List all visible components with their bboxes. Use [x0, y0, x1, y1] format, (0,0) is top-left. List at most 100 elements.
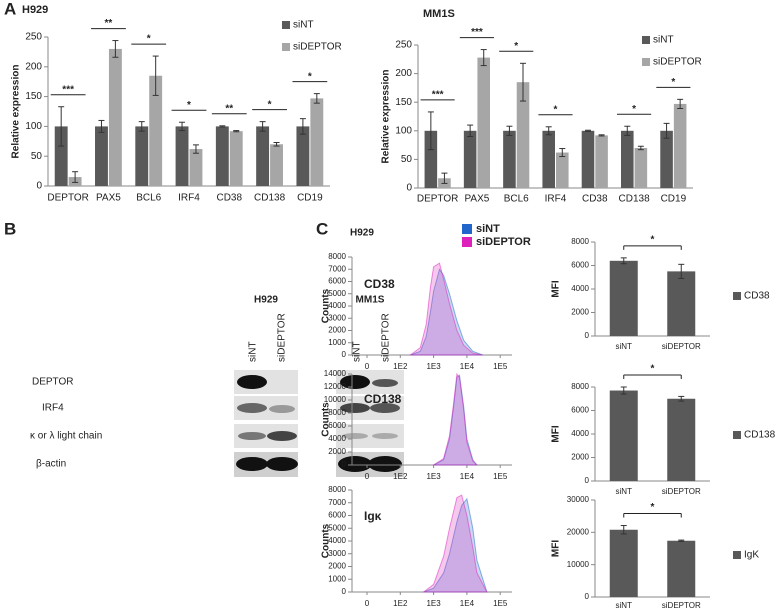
- bar: [256, 126, 270, 186]
- significance-label: *: [514, 41, 518, 52]
- y-tick-label: 50: [31, 151, 43, 162]
- y-tick-label: 7000: [328, 498, 346, 507]
- x-tick-label: siNT: [616, 487, 633, 496]
- bar: [667, 398, 696, 481]
- bar: [595, 135, 608, 188]
- chart-title: CD138: [364, 392, 402, 406]
- bar: [516, 82, 530, 188]
- x-tick-label: CD138: [619, 194, 651, 205]
- y-tick-label: 4000: [571, 284, 589, 293]
- x-tick-label: BCL6: [504, 194, 529, 205]
- y-tick-label: 3000: [328, 313, 346, 322]
- x-tick-label: PAX5: [96, 193, 121, 204]
- y-axis-label: MFI: [551, 280, 562, 297]
- y-tick-label: 0: [342, 587, 347, 596]
- legend-swatch: [642, 36, 650, 44]
- chart-title: CD38: [364, 277, 395, 291]
- x-tick-label: 1E2: [393, 599, 408, 608]
- legend-swatch: [282, 21, 290, 29]
- x-tick-label: CD38: [582, 194, 608, 205]
- legend-swatch: [282, 43, 290, 51]
- bar: [477, 57, 491, 188]
- y-tick-label: 100: [395, 125, 412, 136]
- legend-label: CD138: [744, 430, 776, 441]
- y-axis-label: Counts: [321, 523, 332, 558]
- x-tick-label: CD19: [297, 193, 323, 204]
- y-tick-label: 12000: [324, 382, 347, 391]
- bar: [424, 130, 438, 188]
- y-tick-label: 20000: [567, 527, 590, 536]
- y-tick-label: 50: [401, 154, 413, 165]
- significance-label: *: [651, 364, 655, 375]
- y-tick-label: 8000: [328, 252, 346, 261]
- y-axis-label: Counts: [321, 288, 332, 323]
- bar: [189, 149, 203, 186]
- legend-label: CD38: [744, 291, 770, 302]
- y-tick-label: 2000: [571, 308, 589, 317]
- y-tick-label: 200: [25, 61, 42, 72]
- significance-label: *: [147, 34, 151, 45]
- y-tick-label: 10000: [567, 560, 590, 569]
- x-tick-label: 1E2: [393, 472, 408, 481]
- lane-label: siDEPTOR: [277, 313, 288, 362]
- row-label: β-actin: [36, 459, 66, 470]
- y-tick-label: 6000: [328, 511, 346, 520]
- row-label: IRF4: [42, 403, 64, 414]
- bar: [270, 144, 283, 186]
- y-tick-label: 5000: [328, 289, 346, 298]
- significance-label: *: [268, 99, 272, 110]
- significance-label: *: [651, 502, 655, 513]
- row-label: κ or λ light chain: [30, 431, 102, 442]
- x-tick-label: IRF4: [545, 194, 567, 205]
- bar: [667, 540, 696, 597]
- histogram-area: [422, 494, 488, 593]
- x-tick-label: 1E3: [426, 362, 441, 371]
- y-tick-label: 6000: [571, 261, 589, 270]
- bar: [108, 48, 122, 186]
- y-tick-label: 2000: [328, 562, 346, 571]
- panel-label: C: [316, 219, 328, 238]
- y-tick-label: 3000: [328, 549, 346, 558]
- y-tick-label: 0: [585, 476, 590, 485]
- x-tick-label: siNT: [616, 342, 633, 351]
- y-tick-label: 150: [25, 91, 42, 102]
- y-tick-label: 4000: [571, 429, 589, 438]
- x-tick-label: CD138: [254, 193, 286, 204]
- x-tick-label: DEPTOR: [47, 193, 89, 204]
- legend-swatch: [462, 237, 472, 247]
- y-tick-label: 2000: [328, 326, 346, 335]
- y-tick-label: 14000: [324, 369, 347, 378]
- histogram-area: [433, 374, 478, 466]
- bar: [609, 390, 638, 481]
- bar: [673, 103, 687, 188]
- significance-label: ***: [471, 27, 483, 38]
- cell-line: H929: [254, 295, 278, 306]
- y-tick-label: 2000: [328, 447, 346, 456]
- y-tick-label: 0: [36, 181, 42, 192]
- y-tick-label: 100: [25, 121, 42, 132]
- bar: [620, 130, 634, 188]
- x-tick-label: 1E2: [393, 362, 408, 371]
- bar: [175, 126, 189, 186]
- y-tick-label: 0: [342, 460, 347, 469]
- histogram-area: [410, 268, 483, 356]
- y-tick-label: 8000: [571, 382, 589, 391]
- legend-swatch: [462, 224, 472, 234]
- panel-label: B: [4, 219, 16, 238]
- significance-label: *: [554, 104, 558, 115]
- x-tick-label: BCL6: [136, 193, 161, 204]
- bar: [634, 147, 648, 188]
- bar: [310, 98, 324, 186]
- x-tick-label: 0: [365, 472, 370, 481]
- x-tick-label: 1E5: [493, 599, 508, 608]
- lane-label: siNT: [248, 341, 259, 362]
- legend-label: siNT: [653, 35, 674, 46]
- y-tick-label: 8000: [328, 408, 346, 417]
- bar: [296, 126, 310, 186]
- y-tick-label: 250: [25, 32, 42, 43]
- x-tick-label: PAX5: [465, 194, 490, 205]
- y-tick-label: 4000: [328, 301, 346, 310]
- y-tick-label: 6000: [328, 421, 346, 430]
- y-tick-label: 1000: [328, 338, 346, 347]
- legend-label: siDEPTOR: [653, 57, 702, 68]
